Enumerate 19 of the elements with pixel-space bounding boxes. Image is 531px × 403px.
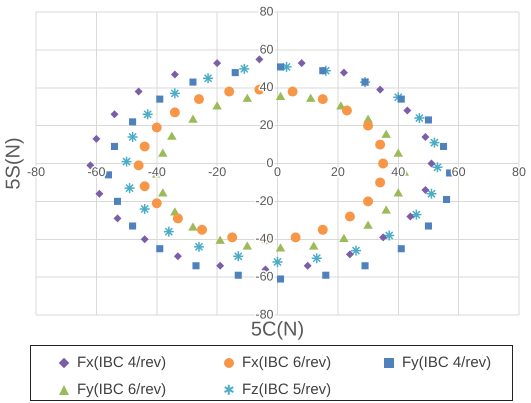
y-tick-label: -20: [255, 194, 274, 208]
y-tick-label: 0: [266, 156, 274, 170]
y-axis-title: 5S(N): [2, 137, 25, 190]
x-tick-label: -60: [87, 165, 106, 180]
y-tick-label: -60: [255, 270, 274, 284]
y-tick-label: -80: [255, 307, 274, 322]
x-tick-label: 20: [330, 165, 345, 180]
legend-label: Fx(IBC 6/rev): [242, 354, 332, 371]
legend-label: Fy(IBC 4/rev): [402, 354, 492, 371]
x-tick-label: -80: [26, 165, 46, 180]
x-tick-label: -20: [208, 165, 226, 180]
y-tick-label: 60: [260, 42, 274, 56]
legend-label: Fz(IBC 5/rev): [242, 381, 332, 398]
legend-label: Fy(IBC 6/rev): [77, 381, 166, 398]
legend-label: Fx(IBC 4/rev): [77, 354, 166, 371]
x-axis-title: 5C(N): [250, 318, 304, 341]
y-tick-label: 80: [260, 4, 274, 18]
x-tick-label: 80: [512, 165, 526, 180]
y-tick-label: 20: [260, 118, 274, 132]
